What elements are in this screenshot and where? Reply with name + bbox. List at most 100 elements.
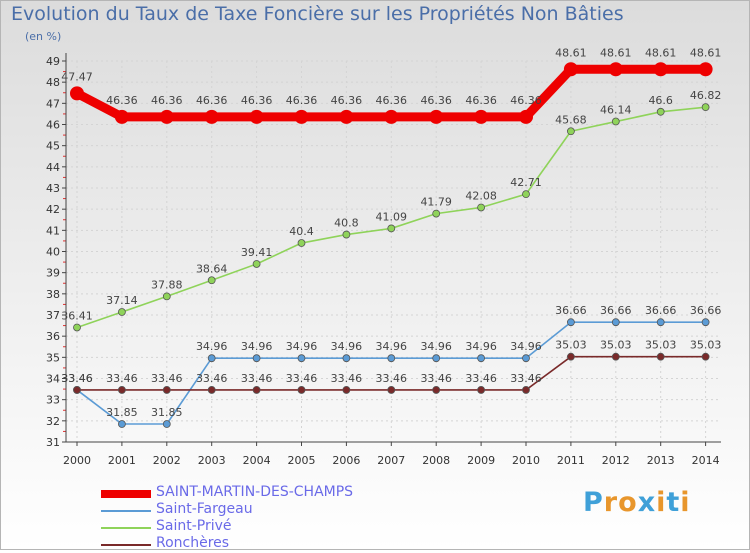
data-point bbox=[698, 62, 713, 77]
x-tick-label: 2012 bbox=[602, 454, 630, 467]
legend-label: Ronchères bbox=[156, 535, 230, 551]
data-label: 35.03 bbox=[600, 339, 632, 352]
data-label: 34.96 bbox=[241, 340, 273, 353]
y-tick-label: 43 bbox=[46, 182, 60, 195]
data-label: 34.96 bbox=[465, 340, 497, 353]
data-label: 33.46 bbox=[376, 372, 408, 385]
data-label: 39.41 bbox=[241, 246, 273, 259]
data-label: 34.96 bbox=[196, 340, 228, 353]
y-tick-label: 41 bbox=[46, 224, 60, 237]
x-tick-label: 2002 bbox=[153, 454, 181, 467]
data-label: 48.61 bbox=[645, 46, 677, 59]
x-tick-label: 2013 bbox=[647, 454, 675, 467]
data-label: 46.36 bbox=[241, 94, 273, 107]
data-label: 37.88 bbox=[151, 278, 183, 291]
data-point bbox=[342, 230, 351, 239]
data-point bbox=[162, 386, 171, 394]
proxiti-logo: Proxiti bbox=[583, 487, 691, 518]
data-point bbox=[432, 209, 441, 218]
data-label: 46.6 bbox=[648, 94, 673, 107]
data-point bbox=[653, 62, 668, 77]
data-point bbox=[519, 109, 533, 124]
data-label: 33.46 bbox=[151, 372, 183, 385]
data-point bbox=[118, 308, 126, 316]
y-tick-label: 35 bbox=[46, 351, 60, 364]
data-point bbox=[522, 354, 530, 363]
legend-label: Saint-Fargeau bbox=[156, 501, 253, 517]
data-label: 46.36 bbox=[106, 94, 138, 107]
data-label: 46.36 bbox=[196, 94, 228, 107]
y-tick-label: 31 bbox=[46, 436, 60, 449]
data-label: 33.46 bbox=[286, 372, 318, 385]
data-point bbox=[249, 109, 264, 124]
data-point bbox=[656, 352, 665, 361]
chart-title: Evolution du Taux de Taxe Foncière sur l… bbox=[11, 3, 624, 25]
data-label: 46.36 bbox=[510, 94, 542, 107]
data-point bbox=[563, 62, 578, 77]
data-label: 34.96 bbox=[420, 340, 452, 353]
data-point bbox=[656, 318, 665, 327]
data-point bbox=[204, 109, 219, 124]
data-label: 46.36 bbox=[376, 94, 408, 107]
data-label: 31.85 bbox=[106, 406, 138, 419]
y-tick-label: 40 bbox=[46, 246, 60, 259]
data-label: 45.68 bbox=[555, 113, 587, 126]
data-point bbox=[387, 386, 396, 394]
data-point bbox=[522, 386, 530, 394]
data-label: 36.66 bbox=[690, 304, 722, 317]
data-point bbox=[387, 224, 396, 233]
y-tick-label: 45 bbox=[46, 140, 60, 153]
y-tick-label: 49 bbox=[46, 55, 60, 68]
logo-letter: i bbox=[656, 487, 667, 518]
data-label: 48.61 bbox=[690, 46, 722, 59]
data-point bbox=[294, 109, 309, 124]
y-tick-label: 48 bbox=[46, 76, 60, 89]
x-tick-label: 2010 bbox=[512, 454, 540, 467]
data-point bbox=[429, 109, 444, 124]
data-label: 46.36 bbox=[331, 94, 363, 107]
x-tick-label: 2011 bbox=[557, 454, 585, 467]
data-point bbox=[73, 323, 81, 332]
grid-layer bbox=[66, 60, 721, 443]
legend-label: Saint-Privé bbox=[156, 518, 232, 534]
data-point bbox=[611, 318, 620, 327]
data-label: 34.96 bbox=[286, 340, 318, 353]
data-point bbox=[567, 127, 575, 136]
x-tick-label: 2005 bbox=[288, 454, 316, 467]
data-label: 34.96 bbox=[376, 340, 408, 353]
legend-label: SAINT-MARTIN-DES-CHAMPS bbox=[156, 484, 354, 500]
data-point bbox=[207, 354, 216, 363]
data-label: 46.82 bbox=[690, 89, 722, 102]
data-label: 31.85 bbox=[151, 406, 183, 419]
data-point bbox=[432, 354, 441, 363]
data-point bbox=[207, 276, 216, 285]
data-point bbox=[297, 354, 306, 363]
data-point bbox=[70, 86, 84, 101]
x-tick-label: 2004 bbox=[243, 454, 271, 467]
data-point bbox=[477, 354, 486, 363]
y-tick-label: 38 bbox=[46, 288, 60, 301]
legend-swatch bbox=[101, 490, 151, 498]
data-label: 33.46 bbox=[241, 372, 273, 385]
data-point bbox=[162, 292, 171, 301]
axes-layer: 31 32 33 34 35 36 37 38 39 40 41 42 43 44 45 46 47 48 49 20… bbox=[46, 53, 721, 467]
data-point bbox=[611, 117, 620, 126]
data-point bbox=[252, 260, 261, 268]
x-tick-label: 2007 bbox=[377, 454, 405, 467]
data-label: 42.71 bbox=[510, 176, 542, 189]
data-point bbox=[567, 318, 575, 327]
data-point bbox=[118, 386, 126, 394]
logo-letter: i bbox=[680, 487, 691, 518]
data-point bbox=[567, 352, 575, 361]
y-tick-label: 34 bbox=[46, 373, 60, 386]
logo-letter: P bbox=[583, 487, 604, 518]
data-point bbox=[342, 386, 351, 394]
data-label: 33.46 bbox=[420, 372, 452, 385]
data-label: 36.41 bbox=[61, 309, 93, 322]
x-tick-label: 2008 bbox=[422, 454, 450, 467]
data-point bbox=[73, 386, 81, 394]
x-tick-label: 2014 bbox=[692, 454, 720, 467]
data-label: 33.46 bbox=[61, 372, 93, 385]
legend-swatch bbox=[101, 527, 151, 529]
